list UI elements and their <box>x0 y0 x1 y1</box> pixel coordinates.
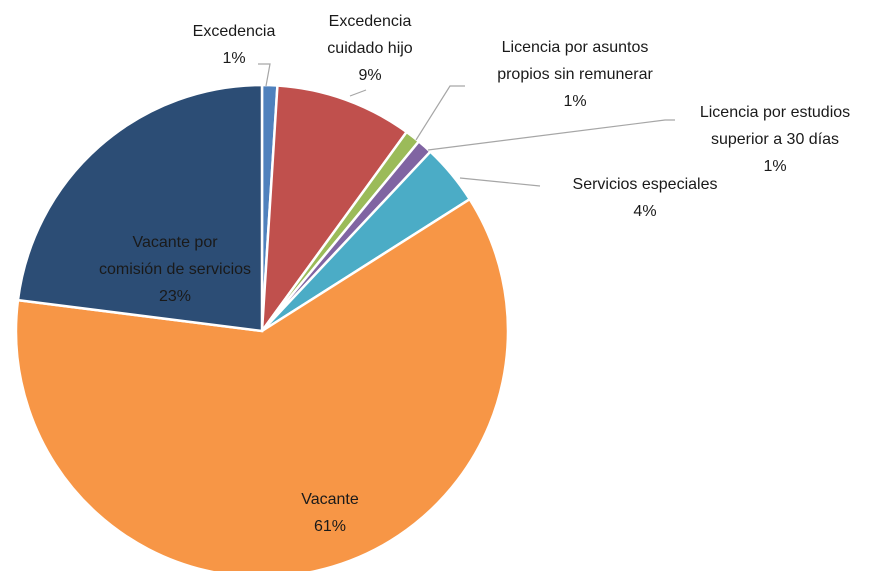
pie-slice <box>260 84 409 336</box>
slices <box>14 83 510 571</box>
category-label: Vacante <box>301 491 359 508</box>
data-label: Servicios especiales 4% <box>573 171 718 225</box>
value-label: 9% <box>358 67 382 84</box>
data-label: Excedencia 1% <box>193 18 276 72</box>
data-label: Vacante 61% <box>301 486 359 540</box>
data-label: Licencia por asuntos propios sin remuner… <box>497 34 653 115</box>
category-label: Excedencia cuidado hijo <box>327 13 413 57</box>
data-label: Vacante por comisión de servicios 23% <box>99 229 251 310</box>
value-label: 61% <box>313 518 347 535</box>
category-label: Excedencia <box>192 23 276 40</box>
value-label: 1% <box>563 93 587 110</box>
value-label: 23% <box>158 288 192 305</box>
category-label: Servicios especiales <box>572 176 718 193</box>
category-label: Vacante por comisión de servicios <box>98 234 252 278</box>
leader-line <box>349 89 367 97</box>
data-label: Excedencia cuidado hijo 9% <box>327 8 412 89</box>
value-label: 1% <box>222 50 246 67</box>
category-label: Licencia por asuntos propios sin remuner… <box>497 39 653 83</box>
leader-line <box>258 63 271 87</box>
value-label: 4% <box>633 203 657 220</box>
leader-line <box>415 85 465 141</box>
data-label: Licencia por estudios superior a 30 días… <box>700 99 850 180</box>
value-label: 1% <box>763 158 787 175</box>
category-label: Licencia por estudios superior a 30 días <box>699 104 851 148</box>
leader-line <box>459 177 541 187</box>
pie-slice <box>16 83 264 333</box>
leader-line <box>427 119 675 151</box>
